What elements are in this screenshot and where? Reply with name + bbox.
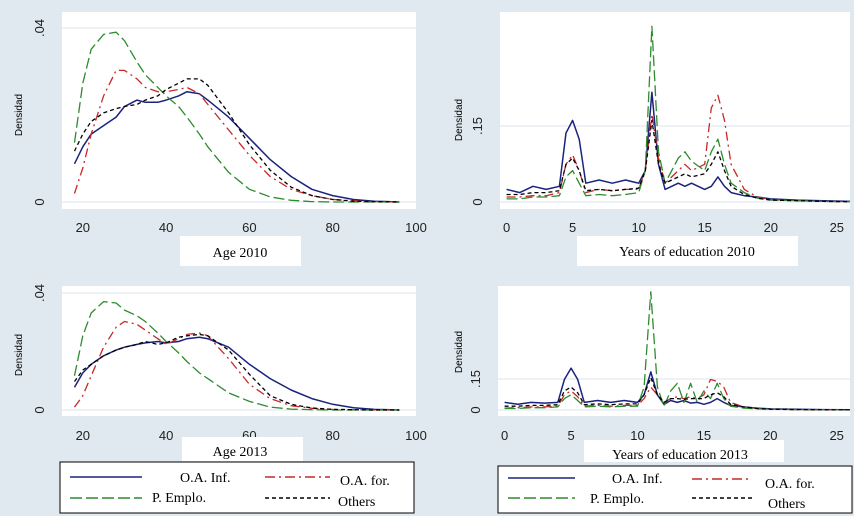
series-line-others <box>73 333 400 411</box>
x-tick-label: 80 <box>325 220 339 235</box>
legend-label-p-emplo: P. Emplo. <box>152 491 206 506</box>
x-axis-label: Age 2010 <box>213 246 268 261</box>
x-tick-labels: 0 5 10 15 20 25 <box>503 220 844 235</box>
x-tick-labels: 20 40 60 80 100 <box>76 428 427 443</box>
plot-area <box>498 286 850 416</box>
x-tick-label: 25 <box>829 428 843 443</box>
series-line-oa-inf <box>504 367 851 411</box>
legend-label-oa-for: O.A. for. <box>340 474 390 489</box>
panel-age-2013: 20 40 60 80 100 0 .04 Densidad Age 2013 <box>14 284 427 461</box>
x-tick-label: 0 <box>503 220 510 235</box>
plot-area <box>500 12 850 209</box>
y-tick-label: 0 <box>32 198 47 205</box>
y-axis-label: Densidad <box>454 99 465 141</box>
y-tick-label: .15 <box>468 370 483 388</box>
y-tick-label: 0 <box>470 198 485 205</box>
x-axis-label: Years of education 2013 <box>612 448 748 463</box>
legend-label-others: Others <box>338 495 375 510</box>
x-tick-label: 20 <box>764 220 778 235</box>
series-line-others <box>73 78 400 203</box>
panel-education-2013: 0 5 10 15 20 25 0 .15 Densidad Years of educa… <box>454 286 851 463</box>
legend-left: O.A. Inf. O.A. for. P. Emplo. Others <box>59 461 415 514</box>
legend-label-others: Others <box>768 497 805 512</box>
x-tick-label: 20 <box>76 428 90 443</box>
y-tick-label: .15 <box>470 117 485 135</box>
plot-area <box>62 286 416 416</box>
x-axis-label: Years of education 2010 <box>619 245 755 260</box>
x-tick-label: 40 <box>159 428 173 443</box>
legend-label-oa-inf: O.A. Inf. <box>180 471 231 486</box>
x-tick-label: 25 <box>830 220 844 235</box>
x-tick-label: 100 <box>405 220 427 235</box>
legend-label-oa-for: O.A. for. <box>765 477 815 492</box>
x-tick-label: 40 <box>159 220 173 235</box>
x-axis-label-box <box>182 437 303 461</box>
panel-age-2010: 20 40 60 80 100 0 .04 Densidad Age 2010 <box>14 12 427 266</box>
y-axis-label: Densidad <box>454 331 465 373</box>
x-tick-label: 20 <box>763 428 777 443</box>
x-tick-label: 15 <box>697 220 711 235</box>
legend-label-p-emplo: P. Emplo. <box>590 492 644 507</box>
series-line-others <box>504 376 851 411</box>
x-axis-label: Age 2013 <box>213 445 268 460</box>
x-tick-label: 20 <box>76 220 90 235</box>
legend-box <box>497 465 853 514</box>
series-line-p-emplo <box>73 300 400 411</box>
legend-right: O.A. Inf. O.A. for. P. Emplo. Others <box>497 465 853 514</box>
x-axis-label-box <box>584 440 784 462</box>
series-line-p-emplo <box>73 31 400 203</box>
series-line-oa-inf <box>73 90 400 203</box>
x-tick-label: 5 <box>569 220 576 235</box>
series-line-p-emplo <box>504 291 851 411</box>
x-tick-label: 80 <box>325 428 339 443</box>
legend-box <box>59 461 415 514</box>
series-line-oa-for <box>73 320 400 411</box>
y-axis-label: Densidad <box>14 334 25 376</box>
x-tick-label: 60 <box>242 220 256 235</box>
x-tick-label: 5 <box>567 428 574 443</box>
panel-education-2010: 0 5 10 15 20 25 0 .15 Densidad Years of educa… <box>454 12 851 266</box>
y-tick-label: 0 <box>32 406 47 413</box>
x-tick-label: 15 <box>697 428 711 443</box>
x-axis-label-box <box>180 236 301 266</box>
x-tick-label: 10 <box>630 428 644 443</box>
x-tick-label: 100 <box>405 428 427 443</box>
x-tick-labels: 0 5 10 15 20 25 <box>501 428 844 443</box>
plot-area <box>62 12 416 209</box>
y-axis-label: Densidad <box>14 94 25 136</box>
x-tick-labels: 20 40 60 80 100 <box>76 220 427 235</box>
x-tick-label: 10 <box>631 220 645 235</box>
y-tick-label: .04 <box>32 19 47 37</box>
legend-label-oa-inf: O.A. Inf. <box>612 472 663 487</box>
series-line-oa-inf <box>73 336 400 411</box>
y-tick-label: 0 <box>468 406 483 413</box>
series-line-others <box>506 119 851 203</box>
x-tick-label: 0 <box>501 428 508 443</box>
y-tick-label: .04 <box>32 284 47 302</box>
series-line-oa-inf <box>506 91 851 203</box>
x-axis-label-box <box>577 236 798 266</box>
series-line-p-emplo <box>506 25 851 203</box>
